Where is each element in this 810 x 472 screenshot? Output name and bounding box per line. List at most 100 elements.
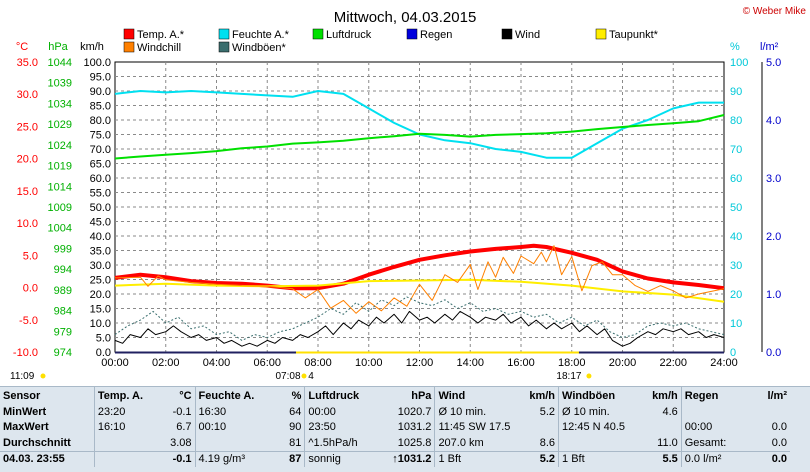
stats-cell: 16:30 — [194, 404, 271, 420]
stats-cell: ↑1031.2 — [379, 450, 435, 467]
stats-cell: 04.03. 23:55 — [0, 450, 95, 467]
x-tick-label: 16:00 — [507, 357, 535, 369]
humidity-axis-tick-label: 10 — [730, 318, 742, 330]
x-tick-label: 08:00 — [304, 357, 332, 369]
chart-grid — [114, 61, 725, 353]
pressure-axis-tick-label: 984 — [54, 306, 72, 318]
humidity-axis-tick-label: 90 — [730, 86, 742, 98]
stats-cell: 8.6 — [539, 436, 556, 449]
pressure-axis-tick-label: 1034 — [48, 98, 72, 110]
temp-axis-tick-label: 25.0 — [17, 121, 38, 133]
stats-cell: MinWert — [3, 405, 47, 418]
wind-axis-tick-label: 50.0 — [90, 202, 111, 214]
wind-axis-tick-label: 90.0 — [90, 86, 111, 98]
stats-cell — [645, 420, 681, 436]
stats-cell: ^1.5hPa/h — [304, 435, 380, 451]
pressure-axis-tick-label: 1029 — [48, 119, 72, 131]
pressure-axis-tick-label: 994 — [54, 264, 72, 276]
copyright-text: © Weber Mike — [743, 6, 807, 17]
wind-axis-tick-label: 0.0 — [96, 347, 111, 359]
stats-cell: MaxWert — [3, 421, 49, 434]
x-tick-label: 22:00 — [659, 357, 687, 369]
stats-cell: 90 — [289, 421, 302, 434]
humidity-axis-tick-label: 100 — [730, 57, 748, 69]
stats-panel: Sensor Temp. A. °C Feuchte A.% Luftdruck hPa W… — [0, 386, 810, 472]
temp-axis-tick-label: 35.0 — [17, 57, 38, 69]
humidity-axis-tick-label: 60 — [730, 173, 742, 185]
x-tick-label: 10:00 — [355, 357, 383, 369]
sun-markers: 07:08 4 18:17 11:09 — [10, 351, 724, 382]
x-tick-label: 00:00 — [101, 357, 129, 369]
legend-swatch — [312, 28, 324, 40]
rain-axis-tick-label: 0.0 — [766, 347, 781, 359]
wind-axis-tick-label: 35.0 — [90, 246, 111, 258]
x-tick-label: 06:00 — [253, 357, 281, 369]
wind-axis-tick-label: 45.0 — [90, 217, 111, 229]
stats-cell: Windböen — [558, 387, 646, 404]
stats-row: Durchschnitt 3.08 81 ^1.5hPa/h 1025.8 207.0 k… — [0, 435, 790, 451]
stats-cell: sonnig — [304, 450, 380, 467]
legend-label: Luftdruck — [326, 29, 372, 41]
pressure-axis-tick-label: 974 — [54, 347, 72, 359]
stats-cell: °C — [179, 389, 192, 402]
stats-cell: 5.2 — [522, 450, 559, 467]
stats-cell — [680, 404, 755, 420]
stats-row: MinWert 23:20 -0.1 16:30 64 00:00 1020.7 Ø 10 m… — [0, 404, 790, 420]
stats-cell — [194, 435, 271, 451]
rain-axis-tick-label: 2.0 — [766, 231, 781, 243]
stats-row: MaxWert 16:10 6.7 00:10 90 23:50 1031.2 11:45 S… — [0, 419, 790, 436]
wind-axis-tick-label: 100.0 — [83, 57, 111, 69]
press-axis-unit: hPa — [48, 41, 68, 53]
series-line-windb-en — [114, 296, 725, 341]
temp-axis-tick-label: 10.0 — [17, 218, 38, 230]
sunrise-extra: 4 — [308, 371, 314, 382]
pressure-axis-tick-label: 1044 — [48, 57, 72, 69]
rain-axis-tick-label: 1.0 — [766, 289, 781, 301]
stats-cell: Temp. A. — [93, 387, 160, 404]
series-line-wind — [114, 310, 725, 347]
humidity-axis-tick-label: 20 — [730, 289, 742, 301]
legend-swatch — [123, 41, 135, 53]
legend-swatch — [406, 28, 418, 40]
legend-label: Regen — [420, 29, 452, 41]
humidity-axis-tick-label: 50 — [730, 202, 742, 214]
stats-cell: 1031.2 — [397, 421, 432, 434]
temp-axis-tick-label: 0.0 — [23, 283, 38, 295]
x-tick-label: 04:00 — [203, 357, 231, 369]
wind-axis-tick-label: 75.0 — [90, 130, 111, 142]
stats-cell: % — [291, 389, 302, 402]
stats-cell — [755, 404, 790, 420]
hum-axis-unit: % — [730, 41, 740, 53]
wind-axis-tick-label: 25.0 — [90, 275, 111, 287]
rain-axis-tick-label: 5.0 — [766, 57, 781, 69]
wind-axis-tick-label: 20.0 — [90, 289, 111, 301]
temp-axis-tick-label: 15.0 — [17, 186, 38, 198]
temp-axis-tick-label: 20.0 — [17, 154, 38, 166]
stats-cell: 1020.7 — [397, 405, 432, 418]
series-line-luftdruck — [114, 114, 725, 160]
stats-cell: 5.5 — [645, 450, 682, 467]
stats-cell: 207.0 km — [434, 435, 523, 451]
pressure-axis-tick-label: 1009 — [48, 202, 72, 214]
rain-axis-unit: l/m² — [760, 41, 779, 53]
stats-cell: 4.19 g/m³ — [194, 450, 271, 467]
stats-cell: 23:50 — [304, 419, 380, 435]
stats-cell: 81 — [289, 436, 302, 449]
stats-cell: 1 Bft — [558, 450, 646, 467]
rain-axis-tick-label: 4.0 — [766, 115, 781, 127]
legend-label: Windböen* — [232, 42, 287, 54]
pressure-axis-tick-label: 1014 — [48, 181, 72, 193]
stats-cell — [558, 435, 646, 451]
stats-cell: Wind — [434, 387, 523, 404]
chart-series — [114, 90, 725, 353]
stats-cell: 87 — [270, 450, 305, 467]
wind-axis-tick-label: 70.0 — [90, 144, 111, 156]
pressure-axis-tick-label: 989 — [54, 285, 72, 297]
stats-cell — [93, 435, 160, 451]
x-tick-label: 20:00 — [609, 357, 637, 369]
stats-cell: 16:10 — [93, 419, 160, 435]
stats-cell: km/h — [652, 389, 678, 402]
pressure-axis-tick-label: 979 — [54, 326, 72, 338]
sunrise-time: 07:08 — [275, 371, 300, 382]
wind-axis-unit: km/h — [80, 41, 104, 53]
